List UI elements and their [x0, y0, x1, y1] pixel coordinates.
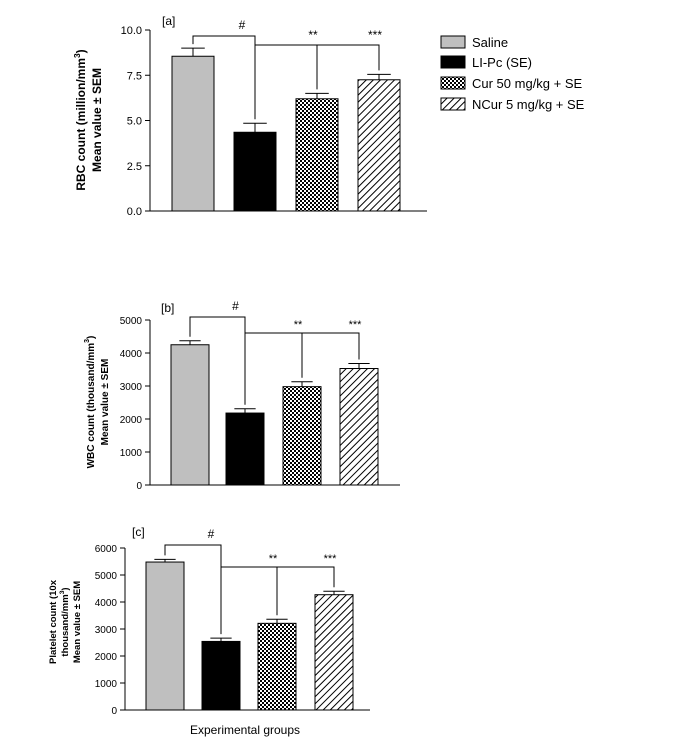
- bar-saline: [145, 561, 185, 711]
- y-axis-label-end: ): [86, 336, 97, 339]
- y-tick-label: 0: [136, 481, 142, 492]
- y-axis-label-superscript: 3: [59, 590, 66, 594]
- y-tick-label: 0.0: [127, 206, 142, 218]
- y-tick-label: 5000: [95, 571, 118, 582]
- significance-triple-star: ***: [349, 319, 363, 331]
- bar-cur50: [295, 98, 339, 212]
- legend-swatch: [440, 76, 466, 90]
- chart-panel-c: 0 1000 2000 3000 4000 5000 6000 [c] Platelet cou…: [48, 525, 370, 737]
- legend-item: Cur 50 mg/kg + SE: [440, 76, 583, 91]
- y-tick-label: 7.5: [127, 70, 142, 82]
- legend-label: NCur 5 mg/kg + SE: [472, 97, 585, 112]
- y-axis-label-line1: WBC count (thousand/mm3): [84, 336, 97, 469]
- chart-panel-b: 0 1000 2000 3000 4000 5000 [b] WBC count (thous…: [84, 299, 400, 492]
- legend-label: Saline: [472, 35, 508, 50]
- bar-saline: [171, 55, 215, 212]
- legend-label: Cur 50 mg/kg + SE: [472, 76, 583, 91]
- bar-ncur5: [357, 79, 401, 212]
- y-tick-label: 6000: [95, 544, 118, 555]
- bar-lipc: [225, 412, 265, 486]
- panel-label: [a]: [162, 14, 175, 28]
- y-axis-label-line1: RBC count (million/mm3): [72, 49, 88, 190]
- legend-swatch: [440, 35, 466, 49]
- bar-cur50: [282, 386, 322, 486]
- y-tick-label: 1000: [95, 679, 118, 690]
- y-axis-label-superscript: 3: [72, 53, 82, 58]
- significance-bracket-hash: [164, 544, 222, 635]
- y-tick-label: 4000: [120, 349, 143, 360]
- significance-bracket-hash: [192, 35, 256, 120]
- legend-item: LI-Pc (SE): [440, 55, 532, 70]
- y-axis-label-text: thousand/mm: [60, 594, 71, 656]
- significance-double-star: **: [269, 553, 278, 565]
- y-axis-label-text: RBC count (million/mm: [74, 58, 88, 191]
- significance-triple-star: ***: [324, 553, 338, 565]
- y-tick-label: 5.0: [127, 116, 142, 128]
- y-tick-label: 2.5: [127, 161, 142, 173]
- legend-item: NCur 5 mg/kg + SE: [440, 97, 585, 112]
- y-tick-label: 10.0: [121, 25, 142, 37]
- y-tick-label: 5000: [120, 316, 143, 327]
- panel-label: [c]: [132, 525, 145, 539]
- x-axis-label: Experimental groups: [190, 723, 300, 737]
- legend-swatch: [440, 55, 466, 69]
- bar-saline: [170, 344, 210, 486]
- y-axis-label-end: ): [60, 587, 71, 590]
- y-tick-label: 3000: [95, 625, 118, 636]
- significance-triple-star: ***: [368, 28, 382, 42]
- bar-ncur5: [339, 368, 379, 486]
- y-axis-label-line2: thousand/mm3): [59, 587, 71, 656]
- y-axis-label-line1: Platelet count (10x: [48, 579, 59, 664]
- y-tick-label: 1000: [120, 448, 143, 459]
- significance-bracket-hash: [189, 316, 246, 405]
- y-axis-label: RBC count (million/mm3)Mean value ± SEM: [72, 49, 104, 190]
- bar-ncur5: [314, 594, 354, 711]
- significance-double-star: **: [294, 319, 303, 331]
- y-tick-label: 0: [111, 706, 117, 717]
- y-tick-label: 2000: [120, 415, 143, 426]
- y-axis-label: WBC count (thousand/mm3)Mean value ± SEM: [84, 336, 111, 469]
- significance-hash: #: [239, 18, 246, 32]
- panel-label: [b]: [161, 301, 174, 315]
- chart-panel-a: 0.0 2.5 5.0 7.5 10.0 [a] RBC count (million/mm…: [72, 14, 427, 218]
- y-axis-label-line3: Mean value ± SEM: [72, 581, 83, 663]
- bar-lipc: [201, 640, 241, 711]
- y-axis-label-text: WBC count (thousand/mm: [86, 343, 97, 469]
- legend-swatch: [440, 97, 466, 111]
- y-axis-label-end: ): [74, 49, 88, 53]
- y-tick-label: 4000: [95, 598, 118, 609]
- bar-cur50: [257, 622, 297, 711]
- legend-label: LI-Pc (SE): [472, 55, 532, 70]
- y-axis-label-line2: Mean value ± SEM: [90, 68, 104, 172]
- legend: Saline LI-Pc (SE) Cur 50 mg/kg + SE NCur 5 …: [440, 35, 585, 112]
- bar-lipc: [233, 131, 277, 212]
- significance-double-star: **: [308, 28, 318, 42]
- y-axis-label: Platelet count (10x thousand/mm3) Mean val…: [48, 579, 83, 664]
- significance-hash: #: [208, 527, 215, 541]
- significance-hash: #: [232, 299, 239, 313]
- y-axis-label-line2: Mean value ± SEM: [100, 359, 111, 446]
- y-tick-label: 3000: [120, 382, 143, 393]
- legend-item: Saline: [440, 35, 508, 50]
- y-tick-label: 2000: [95, 652, 118, 663]
- y-axis-label-superscript: 3: [84, 339, 91, 343]
